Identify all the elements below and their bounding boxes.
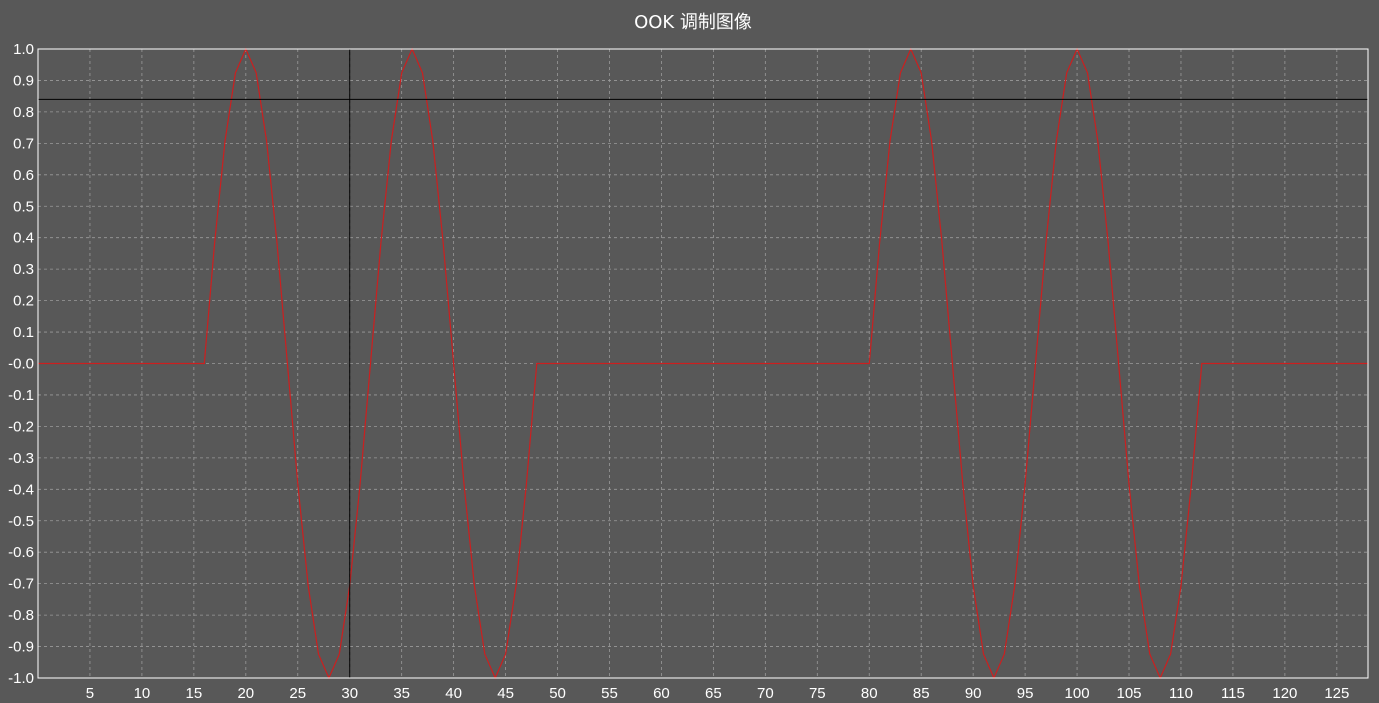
y-tick-label: 0.7 bbox=[13, 135, 34, 152]
x-tick-label: 110 bbox=[1169, 685, 1193, 702]
y-tick-label: 0.5 bbox=[13, 198, 34, 215]
x-tick-label: 75 bbox=[809, 685, 826, 702]
y-tick-label: -0.1 bbox=[8, 387, 34, 404]
y-tick-label: -0.8 bbox=[8, 607, 34, 624]
y-tick-label: 0.9 bbox=[13, 72, 34, 89]
y-tick-label: -0.7 bbox=[8, 576, 34, 593]
x-tick-label: 65 bbox=[705, 685, 722, 702]
x-tick-label: 25 bbox=[289, 685, 306, 702]
x-tick-label: 80 bbox=[861, 685, 878, 702]
x-tick-label: 10 bbox=[134, 685, 151, 702]
y-tick-label: -1.0 bbox=[8, 670, 34, 687]
x-tick-label: 55 bbox=[601, 685, 618, 702]
x-tick-label: 95 bbox=[1017, 685, 1034, 702]
x-tick-label: 120 bbox=[1272, 685, 1297, 702]
y-tick-label: -0.6 bbox=[8, 544, 34, 561]
y-tick-label: 1.0 bbox=[13, 41, 34, 58]
x-tick-label: 100 bbox=[1065, 685, 1090, 702]
x-axis-tick-labels: 5 10 15 20 25 30 35 40 45 50 55 60 65 70 75 80 85 90 95 100… bbox=[86, 685, 1350, 702]
y-tick-label: 0.6 bbox=[13, 167, 34, 184]
y-axis-tick-labels: 1.0 0.9 0.8 0.7 0.6 0.5 0.4 0.3 0.2 0.1 -0.0 -0.1 -0… bbox=[8, 41, 34, 687]
y-tick-label: -0.2 bbox=[8, 418, 34, 435]
x-tick-label: 30 bbox=[341, 685, 358, 702]
y-tick-label: -0.0 bbox=[8, 356, 34, 373]
x-tick-label: 40 bbox=[445, 685, 462, 702]
y-tick-label: 0.2 bbox=[13, 293, 34, 310]
y-tick-label: -0.5 bbox=[8, 513, 34, 530]
x-tick-label: 70 bbox=[757, 685, 774, 702]
ook-signal-line bbox=[38, 47, 1368, 680]
x-tick-label: 60 bbox=[653, 685, 670, 702]
x-tick-label: 125 bbox=[1324, 685, 1349, 702]
y-tick-label: -0.4 bbox=[8, 481, 34, 498]
x-tick-label: 115 bbox=[1221, 685, 1245, 702]
x-tick-label: 20 bbox=[237, 685, 254, 702]
chart-title: OOK 调制图像 bbox=[634, 12, 752, 33]
y-tick-label: -0.3 bbox=[8, 450, 34, 467]
x-tick-label: 50 bbox=[549, 685, 566, 702]
y-tick-label: -0.9 bbox=[8, 639, 34, 656]
plot-border bbox=[37, 48, 1369, 679]
x-tick-label: 35 bbox=[393, 685, 410, 702]
x-tick-label: 85 bbox=[913, 685, 930, 702]
x-tick-label: 105 bbox=[1117, 685, 1142, 702]
y-tick-label: 0.3 bbox=[13, 261, 34, 278]
x-tick-label: 90 bbox=[965, 685, 982, 702]
x-tick-label: 45 bbox=[497, 685, 514, 702]
x-tick-label: 15 bbox=[186, 685, 203, 702]
x-tick-label: 5 bbox=[86, 685, 94, 702]
y-tick-label: 0.4 bbox=[13, 230, 34, 247]
y-tick-label: 0.1 bbox=[13, 324, 34, 341]
crosshair-cursor bbox=[38, 49, 1368, 678]
y-tick-label: 0.8 bbox=[13, 104, 34, 121]
series-group bbox=[38, 47, 1368, 680]
